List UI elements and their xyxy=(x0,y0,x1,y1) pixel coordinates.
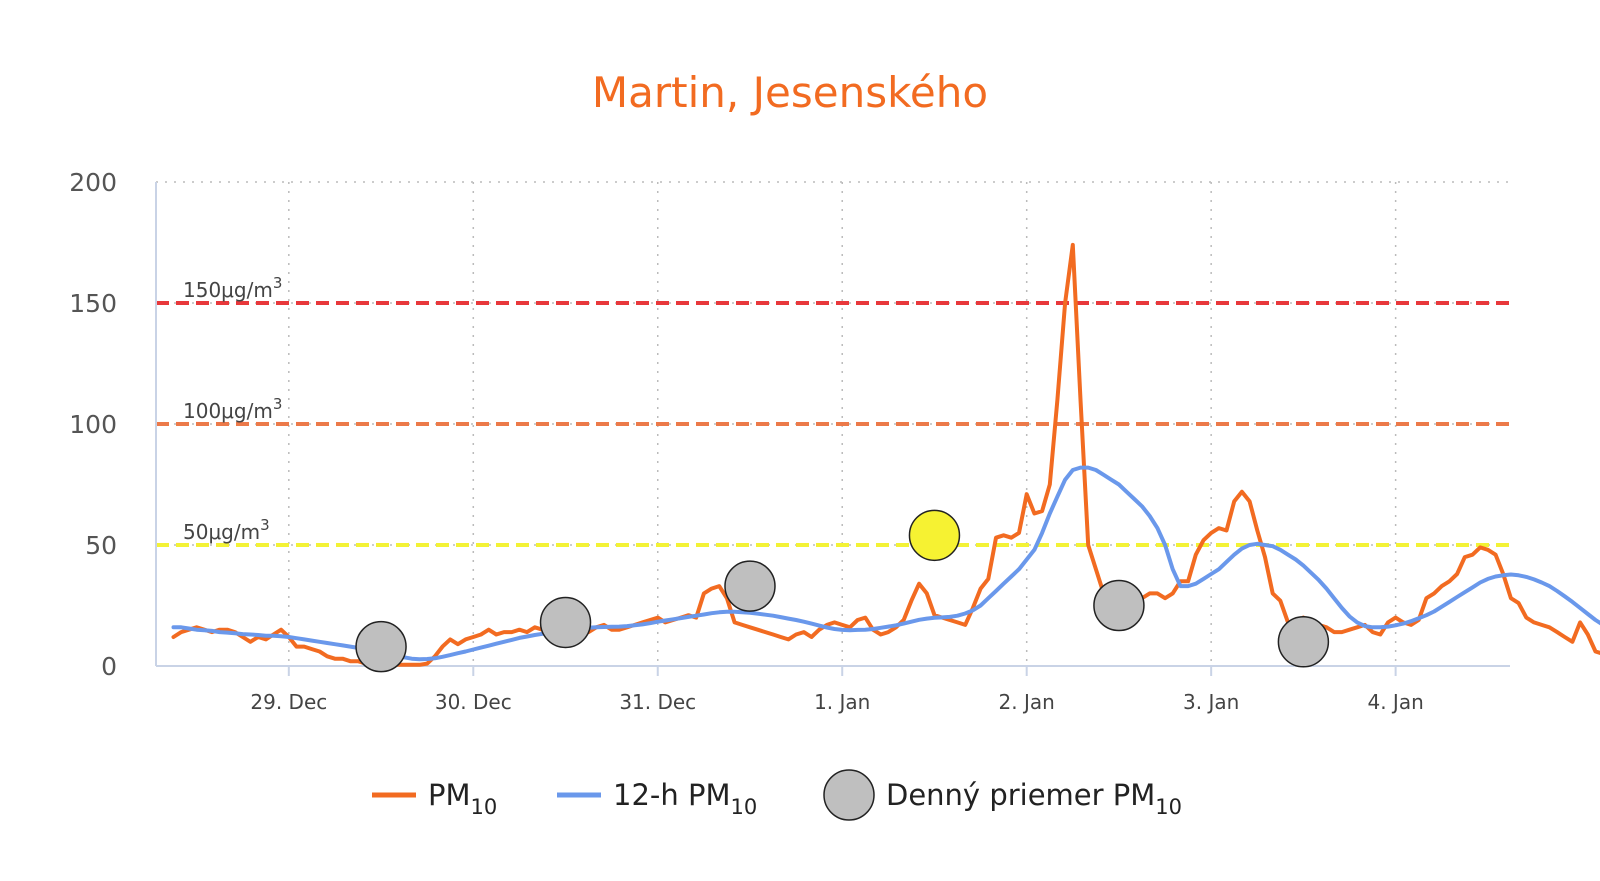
y-tick-label: 50 xyxy=(85,531,117,560)
threshold-label-sup: 3 xyxy=(273,395,283,413)
legend-item-sub: 10 xyxy=(471,795,498,819)
daily-average-point xyxy=(724,560,776,612)
legend-item-label: PM10 xyxy=(428,778,497,819)
legend-item-text: PM xyxy=(428,778,471,812)
x-tick-label: 2. Jan xyxy=(999,690,1055,714)
y-tick-label: 150 xyxy=(69,289,117,318)
x-tick-label: 1. Jan xyxy=(814,690,870,714)
threshold-label: 100μg/m3 xyxy=(183,395,282,423)
threshold-label-text: 50μg/m xyxy=(183,520,260,544)
x-tick-label: 3. Jan xyxy=(1183,690,1239,714)
x-tick-label: 4. Jan xyxy=(1367,690,1423,714)
daily-average-point xyxy=(539,596,592,649)
threshold-label: 150μg/m3 xyxy=(183,274,282,302)
daily-average-point xyxy=(1093,579,1145,632)
legend-item-sub: 10 xyxy=(730,795,757,819)
legend-item-label: 12-h PM10 xyxy=(613,778,757,819)
x-tick-label: 31. Dec xyxy=(619,690,696,714)
series-line-ma12 xyxy=(171,465,1600,662)
threshold-label-sup: 3 xyxy=(273,274,283,292)
daily-average-point xyxy=(1277,616,1330,668)
daily-average-point xyxy=(355,620,407,673)
threshold-label-text: 150μg/m xyxy=(183,278,273,302)
x-tick-label: 29. Dec xyxy=(250,690,327,714)
threshold-label: 50μg/m3 xyxy=(183,516,270,544)
threshold-label-text: 100μg/m xyxy=(183,399,273,423)
chart-legend: PM10 12-h PM10 Denný priemer PM10 xyxy=(372,769,1182,821)
legend-item-text: Denný priemer PM xyxy=(886,778,1155,812)
chart-title: Martin, Jesenského xyxy=(592,68,988,117)
y-tick-label: 200 xyxy=(69,168,117,197)
threshold-label-sup: 3 xyxy=(260,516,270,534)
legend-circle-symbol xyxy=(823,769,875,821)
chart-series xyxy=(171,242,1600,673)
x-tick-label: 30. Dec xyxy=(435,690,512,714)
legend-item-text: 12-h PM xyxy=(613,778,730,812)
legend-item-label: Denný priemer PM10 xyxy=(886,778,1182,819)
y-tick-label: 100 xyxy=(69,410,117,439)
legend-item-sub: 10 xyxy=(1155,795,1182,819)
y-tick-label: 0 xyxy=(101,652,117,681)
daily-average-point xyxy=(908,509,961,562)
series-line-pm10 xyxy=(171,242,1600,667)
